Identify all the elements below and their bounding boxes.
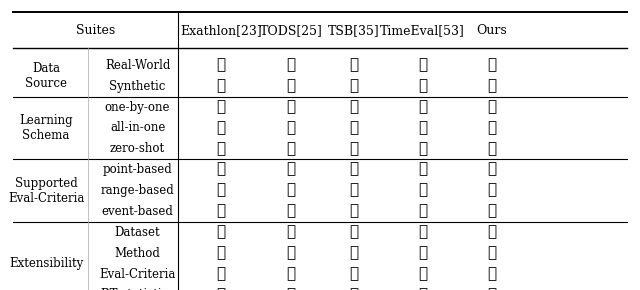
Text: ✓: ✓ <box>349 58 358 72</box>
Text: ✗: ✗ <box>287 204 296 218</box>
Text: ✓: ✓ <box>487 121 496 135</box>
Text: ✗: ✗ <box>418 204 427 218</box>
Text: ✓: ✓ <box>216 246 225 260</box>
Text: Learning
Schema: Learning Schema <box>19 114 73 142</box>
Text: ✓: ✓ <box>216 163 225 177</box>
Text: ✓: ✓ <box>349 225 358 239</box>
Text: ✗: ✗ <box>418 288 427 290</box>
Text: ✗: ✗ <box>349 142 358 156</box>
Text: ✓: ✓ <box>287 100 296 114</box>
Text: event-based: event-based <box>102 205 173 218</box>
Text: ✓: ✓ <box>487 204 496 218</box>
Text: ✓: ✓ <box>418 225 427 239</box>
Text: ✗: ✗ <box>216 121 225 135</box>
Text: ✗: ✗ <box>349 246 358 260</box>
Text: ✓: ✓ <box>418 246 427 260</box>
Text: range-based: range-based <box>100 184 175 197</box>
Text: ✗: ✗ <box>349 288 358 290</box>
Text: ✓: ✓ <box>487 142 496 156</box>
Text: zero-shot: zero-shot <box>110 142 165 155</box>
Text: ✓: ✓ <box>349 184 358 197</box>
Text: Extensibility: Extensibility <box>9 257 83 270</box>
Text: ✗: ✗ <box>287 184 296 197</box>
Text: ✓: ✓ <box>349 163 358 177</box>
Text: ✓: ✓ <box>487 184 496 197</box>
Text: ✓: ✓ <box>287 246 296 260</box>
Text: Supported
Eval-Criteria: Supported Eval-Criteria <box>8 177 84 204</box>
Text: ✓: ✓ <box>216 184 225 197</box>
Text: ✓: ✓ <box>418 58 427 72</box>
Text: ✗: ✗ <box>418 142 427 156</box>
Text: ✓: ✓ <box>487 163 496 177</box>
Text: ✗: ✗ <box>216 79 225 93</box>
Text: ✗: ✗ <box>287 142 296 156</box>
Text: ✓: ✓ <box>418 100 427 114</box>
Text: ✗: ✗ <box>349 121 358 135</box>
Text: TODS[25]: TODS[25] <box>260 24 323 37</box>
Text: ✗: ✗ <box>287 267 296 281</box>
Text: RT statistics: RT statistics <box>101 289 174 290</box>
Text: ✗: ✗ <box>418 121 427 135</box>
Text: ✓: ✓ <box>487 58 496 72</box>
Text: ✓: ✓ <box>418 163 427 177</box>
Text: ✓: ✓ <box>349 100 358 114</box>
Text: ✓: ✓ <box>487 225 496 239</box>
Text: ✗: ✗ <box>216 204 225 218</box>
Text: TimeEval[53]: TimeEval[53] <box>380 24 465 37</box>
Text: Method: Method <box>115 247 161 260</box>
Text: ✓: ✓ <box>287 163 296 177</box>
Text: Data
Source: Data Source <box>25 62 67 90</box>
Text: all-in-one: all-in-one <box>110 122 165 134</box>
Text: ✓: ✓ <box>216 58 225 72</box>
Text: Synthetic: Synthetic <box>109 80 166 93</box>
Text: ✓: ✓ <box>287 79 296 93</box>
Text: ✓: ✓ <box>487 79 496 93</box>
Text: one-by-one: one-by-one <box>105 101 170 113</box>
Text: ✗: ✗ <box>349 267 358 281</box>
Text: ✓: ✓ <box>287 225 296 239</box>
Text: ✓: ✓ <box>487 288 496 290</box>
Text: ✓: ✓ <box>418 267 427 281</box>
Text: ✗: ✗ <box>216 288 225 290</box>
Text: ✗: ✗ <box>216 142 225 156</box>
Text: ✗: ✗ <box>349 204 358 218</box>
Text: Suites: Suites <box>76 24 115 37</box>
Text: Exathlon[23]: Exathlon[23] <box>180 24 262 37</box>
Text: point-based: point-based <box>103 163 172 176</box>
Text: Ours: Ours <box>476 24 507 37</box>
Text: ✓: ✓ <box>487 100 496 114</box>
Text: Real-World: Real-World <box>105 59 170 72</box>
Text: ✓: ✓ <box>287 58 296 72</box>
Text: ✓: ✓ <box>349 79 358 93</box>
Text: Dataset: Dataset <box>115 226 161 239</box>
Text: ✗: ✗ <box>287 288 296 290</box>
Text: ✗: ✗ <box>216 225 225 239</box>
Text: TSB[35]: TSB[35] <box>328 24 380 37</box>
Text: ✓: ✓ <box>487 267 496 281</box>
Text: Eval-Criteria: Eval-Criteria <box>99 268 176 280</box>
Text: ✓: ✓ <box>418 184 427 197</box>
Text: ✗: ✗ <box>287 121 296 135</box>
Text: ✓: ✓ <box>487 246 496 260</box>
Text: ✓: ✓ <box>418 79 427 93</box>
Text: ✓: ✓ <box>216 100 225 114</box>
Text: ✗: ✗ <box>216 267 225 281</box>
